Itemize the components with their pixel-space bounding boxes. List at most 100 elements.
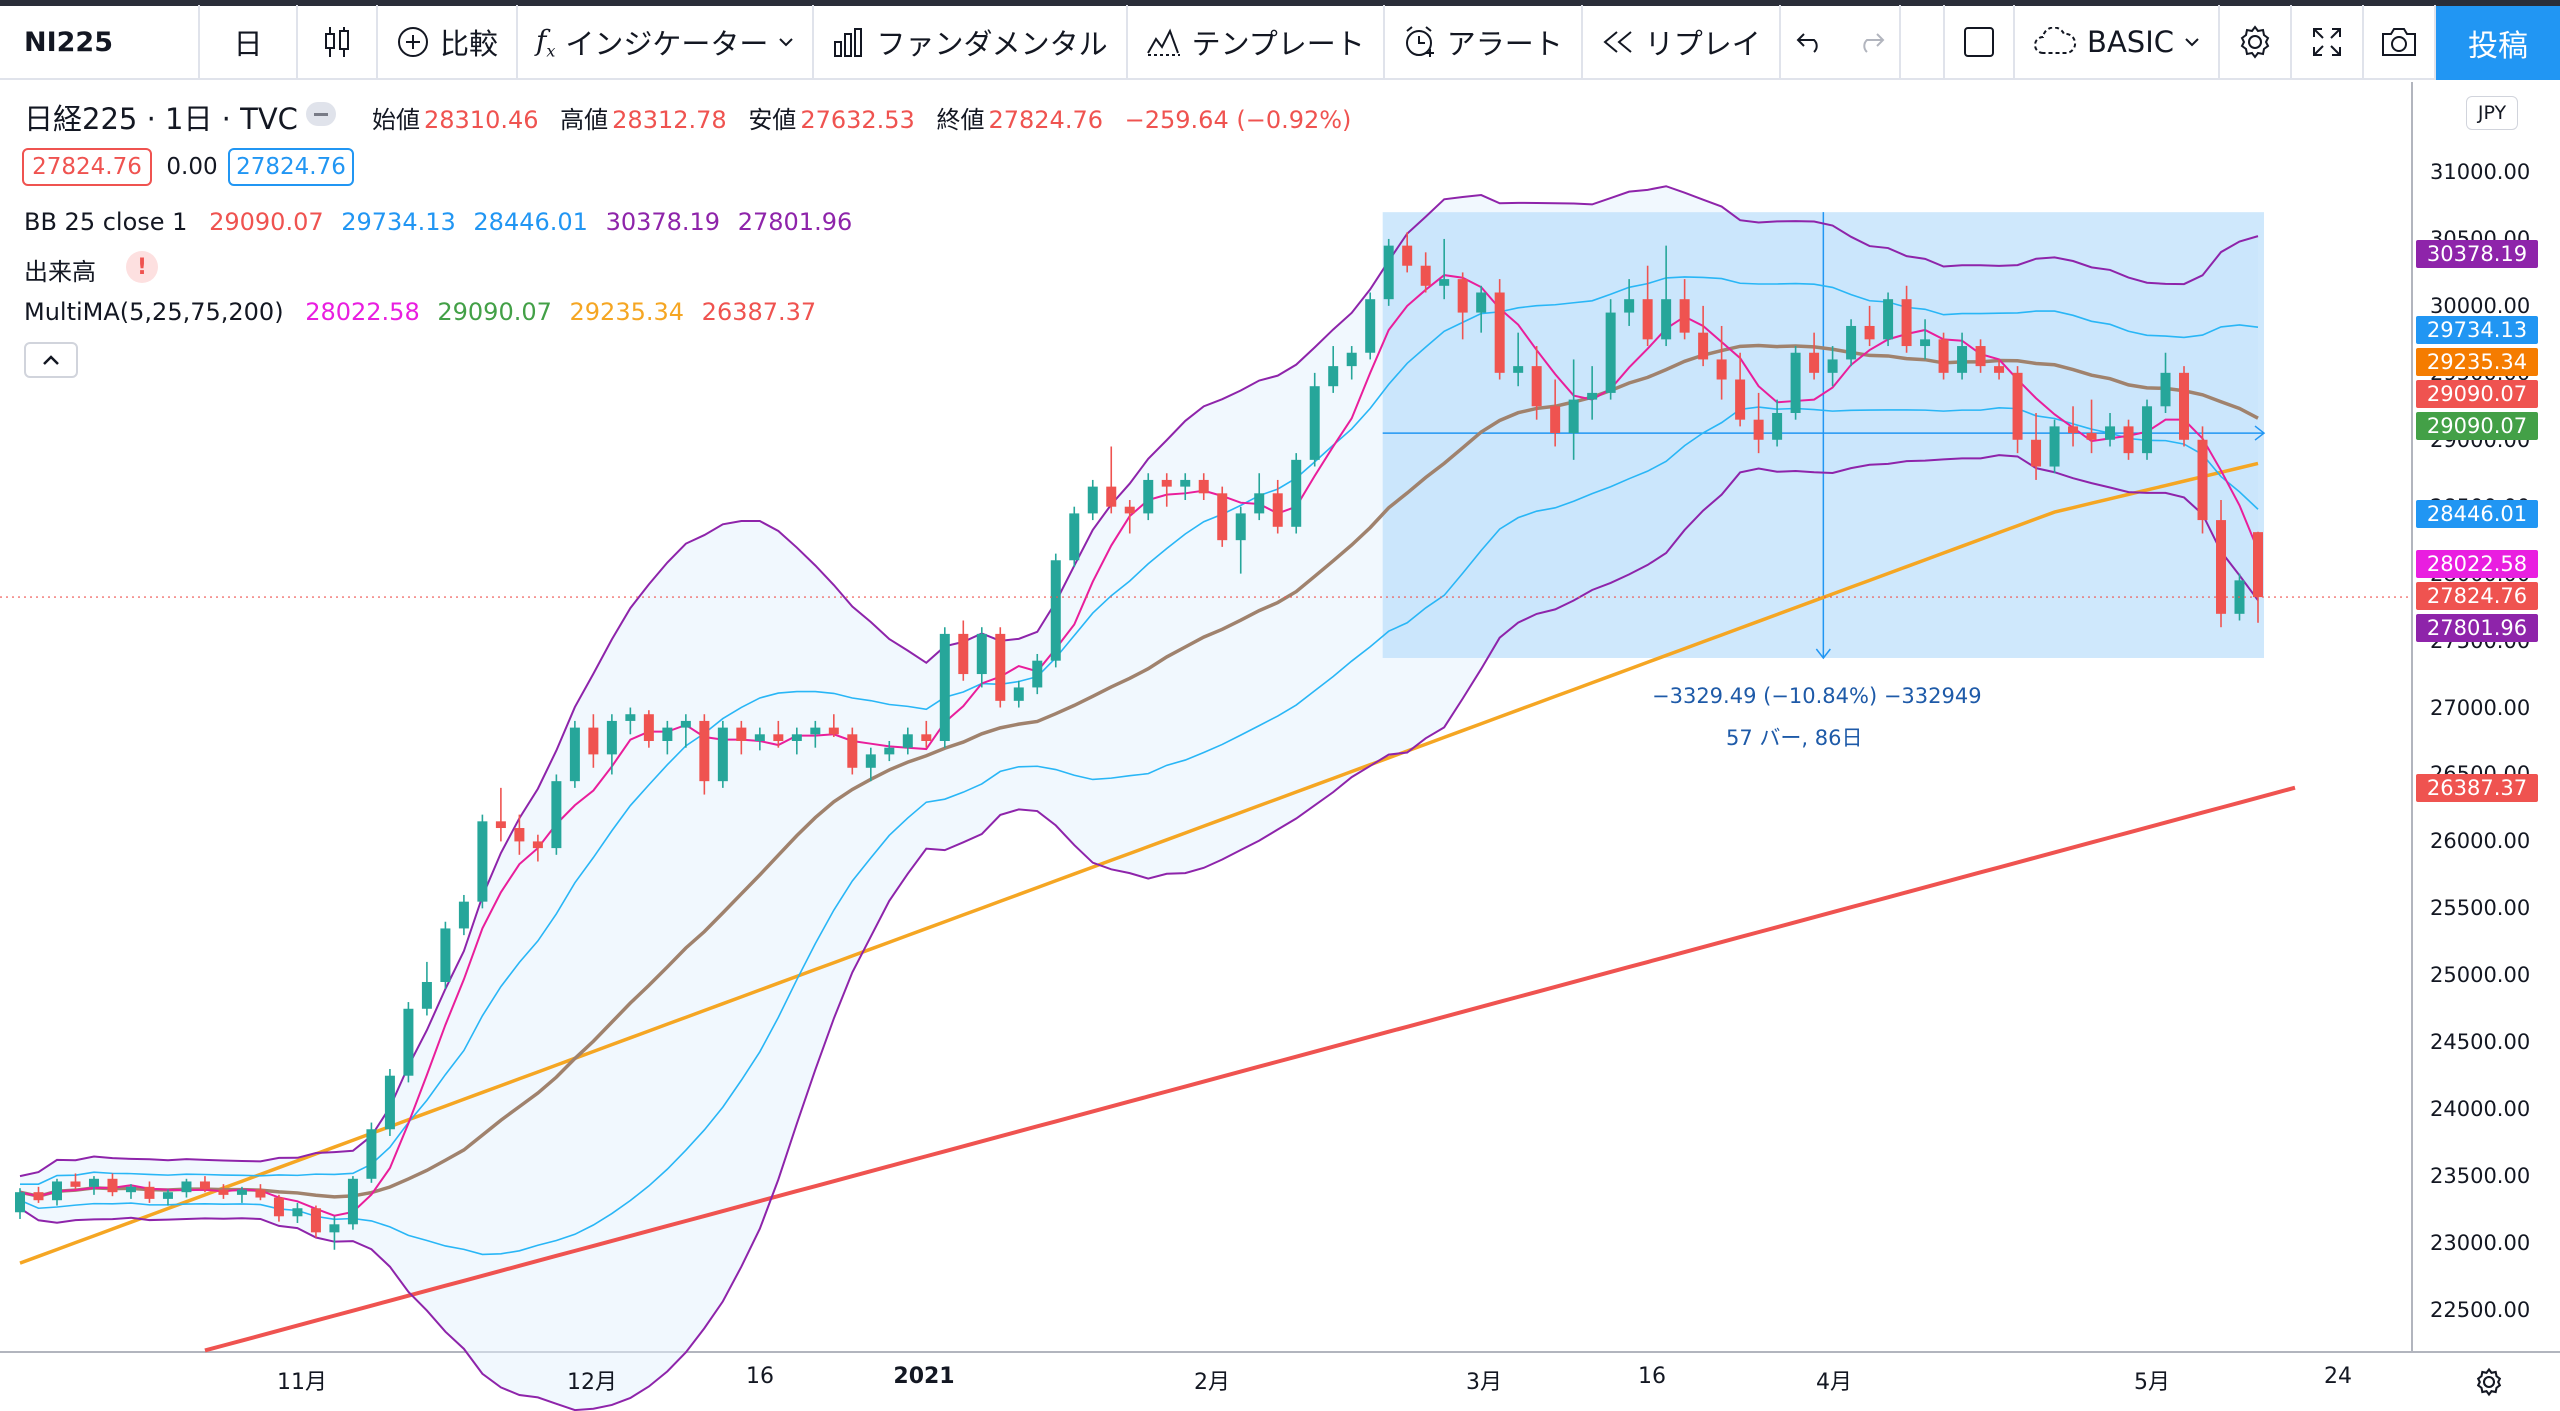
candle-body [1309, 386, 1320, 460]
square-icon [1964, 27, 1995, 57]
toolbar: NI225 日 比較 fx インジケーター ファンダメンタル テンプレート アラ… [0, 5, 2560, 80]
undo-button[interactable] [1781, 5, 1841, 79]
candle-body [1050, 560, 1061, 661]
candle-body [2068, 426, 2079, 434]
settings-button[interactable] [2220, 5, 2292, 79]
candle-body [884, 747, 895, 755]
candle-body [329, 1224, 340, 1233]
candle-body [1772, 412, 1783, 440]
price-chart[interactable] [0, 82, 2560, 1411]
price-tick-label: 24000.00 [2430, 1097, 2531, 1122]
volume-legend: 出来高 [24, 252, 100, 287]
indicators-button[interactable]: fx インジケーター [518, 5, 815, 79]
sell-price-box[interactable]: 27824.76 [22, 148, 152, 186]
price-tick-label: 27000.00 [2430, 695, 2531, 720]
time-tick-label: 4月 [1816, 1370, 1852, 1395]
gear-icon [2240, 25, 2270, 59]
candle-body [1568, 399, 1579, 434]
candle-body [680, 720, 691, 728]
axis-settings-button[interactable] [2464, 1362, 2514, 1402]
legend-menu-button[interactable] [306, 102, 336, 126]
candle-body [1254, 493, 1265, 514]
currency-badge[interactable]: JPY [2466, 96, 2518, 130]
price-tick-label: 26000.00 [2430, 829, 2531, 854]
candle-body [1143, 479, 1154, 514]
fundamentals-button[interactable]: ファンダメンタル [814, 5, 1128, 79]
ma25-value: 29090.07 [437, 298, 552, 326]
candle-body [1864, 325, 1875, 340]
buy-price-box[interactable]: 27824.76 [228, 148, 354, 186]
ma200-line [204, 785, 2296, 1353]
cloud-icon [2034, 27, 2077, 54]
publish-button[interactable]: 投稿 [2436, 6, 2560, 80]
redo-icon [1863, 33, 1885, 53]
candle-body [273, 1197, 284, 1217]
candle-body [1957, 346, 1968, 373]
replay-button[interactable]: リプレイ [1583, 5, 1781, 79]
candle-body [514, 828, 525, 842]
ma25-line [19, 343, 2259, 1199]
candle-body [1846, 325, 1857, 360]
candle-body [754, 734, 765, 741]
candle-body [70, 1181, 81, 1187]
price-axis-tag: 29090.07 [2416, 380, 2538, 408]
candle-body [2123, 426, 2134, 454]
candle-body [1328, 366, 1339, 387]
compare-button[interactable]: 比較 [378, 5, 519, 79]
candle-body [1365, 299, 1376, 353]
candle-body [1494, 292, 1505, 373]
collapse-legend-button[interactable] [24, 342, 78, 378]
redo-button[interactable] [1841, 5, 1901, 79]
candle-body [995, 633, 1006, 701]
snapshot-button[interactable] [2364, 5, 2436, 79]
bb-lower2-value: 27801.96 [737, 208, 853, 236]
measure-duration-label: 57 バー, 86日 [1726, 726, 1863, 750]
rewind-icon [1603, 31, 1632, 53]
candle-body [1975, 346, 1986, 367]
candle-body [1513, 366, 1524, 373]
high-value: 28312.78 [612, 106, 727, 134]
candle-body [1402, 245, 1413, 266]
candle-body [532, 841, 543, 849]
legend-header: 日経225 · 1日 · TVC [24, 96, 348, 138]
symbol-search[interactable]: NI225 [0, 5, 200, 79]
candle-body [1920, 339, 1931, 347]
candle-body [551, 781, 562, 849]
chevron-up-icon [43, 355, 59, 365]
interval-button[interactable]: 日 [200, 5, 298, 79]
candle-body [107, 1178, 118, 1193]
templates-button[interactable]: テンプレート [1128, 5, 1385, 79]
candle-body [1531, 366, 1542, 407]
candle-body [2142, 406, 2153, 454]
candle-body [1624, 299, 1635, 313]
volume-warning-icon[interactable]: ! [126, 251, 158, 283]
candle-body [921, 734, 932, 741]
alert-button[interactable]: アラート [1385, 5, 1583, 79]
high-label: 高値 [560, 106, 609, 134]
candle-body [1457, 279, 1468, 313]
price-tick-label: 24500.00 [2430, 1030, 2531, 1055]
plus-circle-icon [398, 27, 428, 57]
indicators-label: インジケーター [565, 27, 769, 61]
candle-body [2179, 372, 2190, 440]
candle-body [15, 1192, 25, 1213]
candle-body [1272, 493, 1283, 527]
candle-body [588, 727, 599, 755]
candle-body [1994, 366, 2005, 373]
ma75-value: 29235.34 [569, 298, 685, 326]
price-tick-label: 25000.00 [2430, 963, 2531, 988]
candle-body [1698, 332, 1709, 360]
bb-lower2-line [19, 454, 2259, 1411]
candle-body [1217, 493, 1228, 541]
candle-body [2197, 439, 2208, 521]
price-tick-label: 23000.00 [2430, 1231, 2531, 1256]
fullscreen-icon [2313, 28, 2341, 56]
fullscreen-button[interactable] [2292, 5, 2364, 79]
candle-body [699, 720, 710, 782]
alert-label: アラート [1446, 27, 1563, 61]
layout-select-button[interactable] [1943, 5, 2016, 79]
cloud-save-button[interactable]: BASIC [2015, 5, 2220, 79]
candle-body [958, 633, 969, 675]
chart-style-button[interactable] [298, 5, 378, 79]
price-axis-tag: 28446.01 [2416, 500, 2538, 528]
